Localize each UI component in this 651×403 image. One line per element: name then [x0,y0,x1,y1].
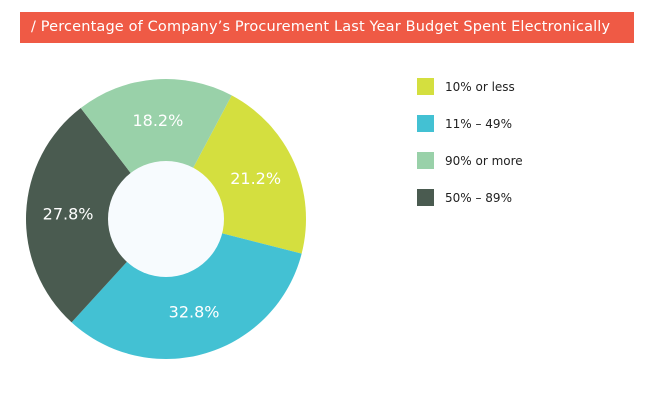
donut-slice-3 [25,107,166,323]
slice-label: 27.8% [43,204,94,223]
legend-label: 11% – 49% [445,117,512,131]
slice-label: 21.2% [230,169,281,188]
slice-label: 32.8% [169,302,220,321]
donut-slice-4 [80,79,232,219]
donut-slice-2 [71,219,302,360]
legend-swatch [417,189,434,206]
legend-label: 10% or less [445,80,515,94]
legend-label: 50% – 89% [445,191,512,205]
legend-swatch [417,78,434,95]
legend-swatch [417,152,434,169]
slice-label: 18.2% [132,111,183,130]
donut-hole [108,161,224,277]
legend-swatch [417,115,434,132]
legend-label: 90% or more [445,154,523,168]
chart-title: / Percentage of Company’s Procurement La… [20,12,634,43]
